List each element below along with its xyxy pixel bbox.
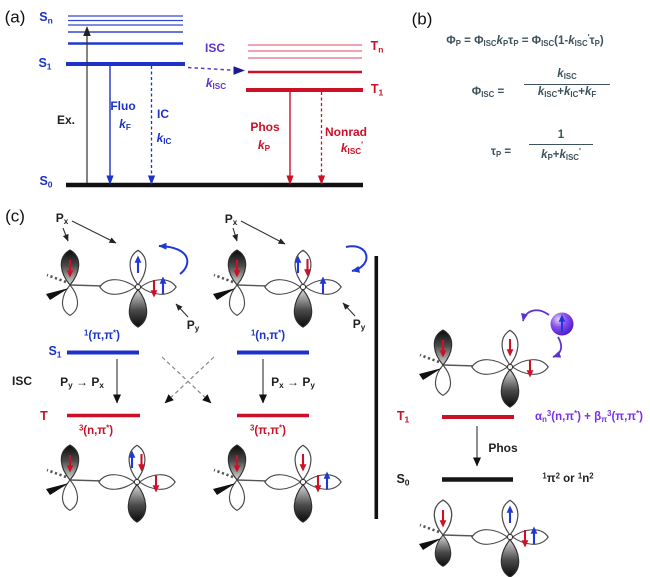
fluorescence-label: Fluo (110, 99, 136, 113)
ic-label: IC (157, 107, 169, 121)
ground-state-formula: 1π2 or 1n2 (542, 471, 594, 486)
divider-bar (374, 256, 379, 519)
phi-isc-numerator: kISC (557, 68, 577, 82)
singlet-manifold-lines (66, 15, 185, 66)
electron-circulation-arrow (345, 245, 368, 273)
s0-label: S0 (39, 174, 53, 190)
transition-left-label: Py → Px (60, 374, 104, 391)
phi-isc-fraction: kISC kISC+kIC+kF (524, 68, 610, 100)
orbital-diagram-t1 (417, 309, 574, 408)
isc-rate-label: kISC (205, 75, 227, 92)
c-t1-label: T1 (396, 409, 410, 425)
excitation-label: Ex. (56, 113, 76, 127)
isc-label: ISC (204, 41, 226, 55)
state-t-pipi-label: 3(π,π*) (250, 423, 286, 438)
tau-p-denominator: kP+kISC′ (541, 146, 581, 162)
px-pointer-arrow (232, 227, 238, 242)
fraction-bar (524, 83, 610, 85)
t1-label: T1 (370, 82, 384, 98)
quantum-yield-equation: ΦP = ΦISCkPτP = ΦISC(1-kISC′τP) (446, 33, 604, 49)
transition-right-label: Px → Py (271, 374, 315, 391)
panel-b-label: (b) (411, 9, 433, 29)
px-label: Px (55, 210, 69, 227)
state-t-npi-label: 3(n,π*) (78, 423, 114, 438)
electron-circulation-arrow (158, 242, 189, 275)
px-label: Px (224, 211, 238, 228)
c-isc-label: ISC (11, 374, 33, 388)
panel-a-label: (a) (4, 7, 26, 27)
state-s1-pipi-label: 1(π,π*) (84, 328, 120, 343)
py-label: Py (186, 317, 200, 334)
orbital-diagram-s1-npi (211, 220, 368, 328)
phos-rate-label: kP (257, 137, 271, 154)
tn-label: Tn (370, 39, 384, 55)
state-s1-npi-label: 1(n,π*) (250, 328, 286, 343)
tau-p-numerator: 1 (557, 129, 565, 141)
cross-isc-arrow-1 (161, 356, 212, 404)
tau-p-lhs: τP = (490, 146, 512, 160)
fluorescence-rate-label: kF (119, 116, 131, 133)
c-s1-label: S1 (48, 344, 62, 360)
c-s0-label: S0 (396, 472, 410, 488)
phos-label: Phos (250, 120, 280, 134)
px-pointer-arrow (240, 220, 286, 245)
py-pointer-arrow (342, 302, 356, 317)
orbital-diagram-s0 (417, 498, 549, 577)
orbital-diagram-s1-pipi (44, 220, 189, 328)
electron-exchange-arrow (552, 336, 563, 358)
electron-exchange-arrow (521, 309, 550, 322)
nonrad-label: Nonrad (325, 125, 367, 139)
phi-isc-lhs: ΦISC = (471, 86, 505, 100)
py-label: Py (352, 316, 366, 333)
c-phos-label: Phos (488, 441, 518, 455)
orbital-diagram-t-pipi (211, 443, 342, 523)
nonradiative-arrow (317, 92, 326, 185)
phi-isc-denominator: kISC+kIC+kF (537, 86, 597, 100)
px-pointer-arrow (62, 227, 69, 242)
mixed-state-formula: αn3(n,π*) + βπ3(π,π*) (535, 409, 643, 425)
fraction-bar (529, 144, 593, 145)
px-pointer-arrow (71, 220, 117, 244)
fluorescence-arrow (106, 66, 114, 185)
cross-isc-arrow-2 (164, 356, 215, 404)
tau-p-fraction: 1 kP+kISC′ (529, 129, 593, 162)
isc-arrow (187, 66, 245, 75)
phosphorescence-arrow (286, 92, 294, 185)
ic-rate-label: kIC (156, 130, 172, 147)
nonrad-rate-label: kISC′ (340, 140, 364, 157)
py-pointer-arrow (175, 303, 189, 318)
panel-c-label: (c) (5, 206, 25, 226)
s1-label: S1 (38, 56, 52, 72)
sn-label: Sn (39, 10, 53, 26)
internal-conversion-arrow (147, 66, 156, 185)
triplet-manifold-lines (246, 44, 363, 92)
excitation-arrow (83, 26, 91, 183)
c-t-label: T (40, 408, 48, 423)
orbital-diagram-t-npi (44, 443, 176, 523)
